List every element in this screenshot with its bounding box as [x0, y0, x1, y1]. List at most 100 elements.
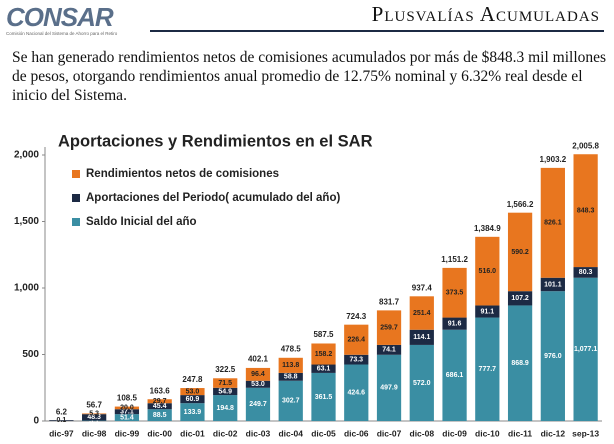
- value-label: 777.7: [479, 366, 497, 373]
- value-label: 48.3: [87, 414, 101, 421]
- x-tick-label: dic-04: [278, 428, 303, 438]
- x-tick-label: dic-99: [115, 428, 140, 438]
- bar-segment: [409, 296, 434, 330]
- bar-segment: [540, 167, 565, 278]
- value-label: 114.1: [413, 334, 430, 341]
- legend-swatch: [72, 218, 80, 226]
- value-label: 107.2: [511, 295, 529, 302]
- bar-segment: [311, 372, 336, 421]
- value-label: 361.5: [315, 394, 333, 401]
- chart: Aportaciones y Rendimientos en el SAR 0 5…: [14, 132, 602, 438]
- legend-swatch: [72, 170, 80, 178]
- chart-title: Aportaciones y Rendimientos en el SAR: [58, 132, 373, 150]
- bar-segment: [82, 414, 107, 421]
- value-label: 302.7: [282, 398, 300, 405]
- bar-segment: [409, 344, 434, 421]
- logo-caption: Comisión Nacional del Sistema de Ahorro …: [6, 31, 118, 36]
- value-label: 259.7: [380, 324, 398, 331]
- total-label: 247.8: [182, 375, 203, 384]
- value-label: 63.1: [317, 366, 331, 373]
- value-label: 91.1: [481, 308, 495, 315]
- value-label: 3.1: [89, 418, 99, 425]
- value-label: 868.9: [511, 360, 529, 367]
- bar-segment: [147, 399, 172, 404]
- bar-segment: [114, 406, 140, 410]
- total-label: 587.5: [313, 330, 334, 339]
- value-label: 516.0: [479, 268, 497, 275]
- bar-segment: [147, 403, 172, 410]
- bar-segment: [573, 267, 598, 278]
- bar-segment: [344, 354, 369, 365]
- total-label: 1,384.9: [474, 224, 501, 233]
- value-label: 5.3: [89, 411, 99, 418]
- value-label: 80.3: [579, 269, 593, 276]
- total-label: 724.3: [346, 312, 367, 321]
- bar-segment: [344, 364, 369, 421]
- bar-segment: [573, 277, 598, 421]
- value-label: 590.2: [511, 249, 529, 256]
- value-label: 29.7: [153, 398, 167, 405]
- value-label: 226.4: [347, 337, 365, 344]
- bar-segment: [213, 387, 238, 396]
- value-label: 53.0: [186, 388, 200, 395]
- bar-segment: [114, 409, 140, 415]
- legend-swatch: [72, 194, 80, 202]
- bar-segment: [213, 395, 238, 421]
- value-label: 88.5: [153, 412, 167, 419]
- total-label: 108.5: [117, 394, 138, 403]
- legend-label: Aportaciones del Periodo( acumulado del …: [86, 192, 340, 204]
- total-label: 163.6: [150, 386, 171, 395]
- x-tick-label: dic-98: [82, 428, 107, 438]
- bar-segment: [114, 414, 140, 421]
- y-tick-label: 500: [22, 349, 39, 360]
- value-label: 37.1: [120, 409, 134, 416]
- bar-segment: [507, 212, 533, 292]
- bar-segment: [573, 154, 598, 268]
- x-tick-label: dic-97: [49, 428, 74, 438]
- value-label: 54.9: [218, 388, 232, 395]
- bar-segment: [442, 267, 467, 318]
- value-label: 74.1: [382, 347, 396, 354]
- bar-segment: [540, 277, 565, 292]
- value-label: 158.2: [315, 351, 333, 358]
- value-label: 686.1: [446, 372, 464, 379]
- total-label: 56.7: [86, 401, 102, 410]
- x-tick-label: dic-02: [213, 428, 238, 438]
- bar-segment: [245, 380, 271, 388]
- value-label: 497.9: [380, 385, 398, 392]
- bar-segment: [180, 395, 205, 404]
- x-tick-label: dic-03: [246, 428, 271, 438]
- bar-segment: [376, 310, 402, 345]
- bar-segment: [82, 413, 107, 415]
- x-tick-label: dic-01: [180, 428, 205, 438]
- value-label: 6.1: [57, 417, 67, 424]
- value-label: 20.0: [120, 405, 134, 412]
- total-label: 937.4: [412, 283, 433, 292]
- bar-segment: [344, 324, 369, 355]
- x-tick-label: dic-10: [475, 428, 500, 438]
- x-tick-label: dic-00: [147, 428, 172, 438]
- value-label: 424.6: [347, 390, 365, 397]
- y-tick-label: 1,500: [14, 216, 39, 227]
- value-label: 60.9: [186, 396, 200, 403]
- x-tick-label: dic-11: [508, 428, 532, 438]
- bar-segment: [475, 317, 500, 421]
- value-label: 572.0: [413, 380, 431, 387]
- bar-segment: [475, 236, 500, 306]
- bar-segment: [278, 357, 303, 373]
- value-label: 194.8: [216, 405, 234, 412]
- bar-segment: [475, 305, 500, 318]
- bar-segment: [180, 388, 205, 396]
- value-label: 133.9: [184, 409, 202, 416]
- bar-segment: [311, 343, 336, 365]
- value-label: 45.4: [153, 403, 167, 410]
- bar-segment: [507, 291, 533, 306]
- title-rule: [150, 30, 604, 32]
- value-label: 0.1: [57, 417, 67, 424]
- value-label: 58.8: [284, 374, 298, 381]
- value-label: 53.0: [251, 381, 265, 388]
- bar-segment: [376, 354, 402, 421]
- page-title: Plusvalías Acumuladas: [371, 2, 600, 26]
- x-tick-label: dic-05: [311, 428, 336, 438]
- intro-text: Se han generado rendimientos netos de co…: [12, 49, 607, 104]
